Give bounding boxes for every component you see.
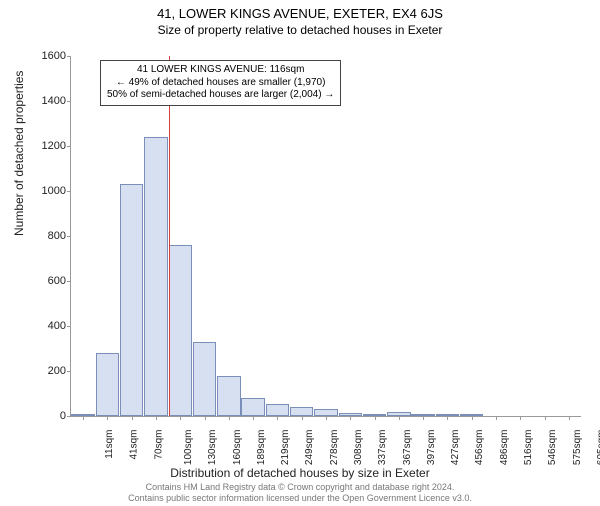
x-tick-label: 160sqm — [232, 430, 243, 466]
x-tick-label: 219sqm — [280, 430, 291, 466]
x-tick-label: 605sqm — [596, 430, 600, 466]
y-tick-label: 1000 — [31, 185, 66, 197]
annotation-box: 41 LOWER KINGS AVENUE: 116sqm ← 49% of d… — [100, 60, 341, 106]
footer-line-2: Contains public sector information licen… — [0, 493, 600, 504]
histogram-bar — [120, 184, 143, 416]
histogram-bar — [241, 398, 264, 416]
x-tick-label: 100sqm — [183, 430, 194, 466]
histogram-bar — [96, 353, 119, 416]
x-tick-label: 575sqm — [572, 430, 583, 466]
x-tick-label: 11sqm — [104, 430, 115, 459]
y-tick-label: 800 — [31, 230, 66, 242]
y-tick-label: 0 — [31, 410, 66, 422]
x-tick-label: 456sqm — [475, 430, 486, 466]
x-tick-label: 278sqm — [329, 430, 340, 466]
y-tick-label: 1600 — [31, 50, 66, 62]
histogram-bar — [217, 376, 240, 417]
x-tick-label: 249sqm — [305, 430, 316, 466]
y-axis-label: Number of detached properties — [12, 71, 26, 236]
x-tick-label: 486sqm — [499, 430, 510, 466]
x-tick-label: 516sqm — [523, 430, 534, 466]
x-tick-label: 337sqm — [377, 430, 388, 466]
annotation-line-2: ← 49% of detached houses are smaller (1,… — [107, 77, 334, 90]
histogram-bar — [169, 245, 192, 416]
y-tick-label: 1400 — [31, 95, 66, 107]
x-tick-label: 130sqm — [207, 430, 218, 466]
page-subtitle: Size of property relative to detached ho… — [0, 23, 600, 37]
y-tick-label: 200 — [31, 365, 66, 377]
histogram-chart: 0200400600800100012001400160011sqm41sqm7… — [70, 56, 580, 416]
y-tick-label: 1200 — [31, 140, 66, 152]
x-tick-label: 308sqm — [353, 430, 364, 466]
x-tick-label: 367sqm — [402, 430, 413, 466]
histogram-bar — [144, 137, 167, 416]
x-tick-label: 546sqm — [547, 430, 558, 466]
x-tick-label: 397sqm — [426, 430, 437, 466]
x-tick-label: 427sqm — [450, 430, 461, 466]
highlight-marker — [169, 56, 170, 416]
footer-line-1: Contains HM Land Registry data © Crown c… — [0, 482, 600, 493]
page-title: 41, LOWER KINGS AVENUE, EXETER, EX4 6JS — [0, 6, 600, 21]
y-tick-label: 600 — [31, 275, 66, 287]
histogram-bar — [290, 407, 313, 416]
x-tick-label: 70sqm — [153, 430, 164, 460]
histogram-bar — [266, 404, 289, 416]
y-tick-label: 400 — [31, 320, 66, 332]
x-tick-label: 189sqm — [256, 430, 267, 466]
footer-text: Contains HM Land Registry data © Crown c… — [0, 482, 600, 504]
histogram-bar — [193, 342, 216, 416]
annotation-line-1: 41 LOWER KINGS AVENUE: 116sqm — [107, 64, 334, 77]
x-tick-label: 41sqm — [129, 430, 140, 460]
annotation-line-3: 50% of semi-detached houses are larger (… — [107, 89, 334, 102]
x-axis-label: Distribution of detached houses by size … — [0, 466, 600, 480]
histogram-bar — [314, 409, 337, 416]
